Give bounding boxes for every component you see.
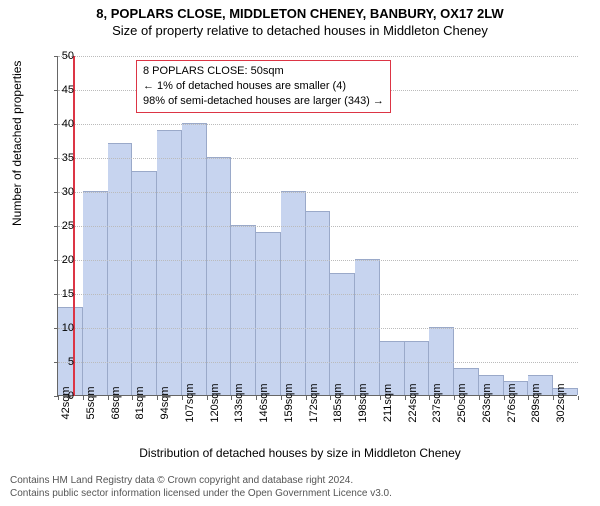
grid-line [58,362,578,363]
histogram-bar [108,143,133,395]
annotation-line1: 8 POPLARS CLOSE: 50sqm [143,64,384,79]
chart-area: 8 POPLARS CLOSE: 50sqm← 1% of detached h… [57,56,577,396]
plot-region: 8 POPLARS CLOSE: 50sqm← 1% of detached h… [57,56,577,396]
footer-line1: Contains HM Land Registry data © Crown c… [10,475,392,488]
xtick-mark [306,396,307,400]
xtick-mark [578,396,579,400]
histogram-bar [58,307,83,395]
xtick-mark [108,396,109,400]
xtick-label: 289sqm [530,383,542,422]
xtick-label: 81sqm [134,386,146,419]
histogram-bar [330,273,355,395]
xtick-mark [504,396,505,400]
xtick-label: 133sqm [233,383,245,422]
grid-line [58,124,578,125]
histogram-bar [306,211,331,395]
grid-line [58,260,578,261]
annotation-box: 8 POPLARS CLOSE: 50sqm← 1% of detached h… [136,60,391,113]
grid-line [58,192,578,193]
grid-line [58,294,578,295]
ytick-label: 15 [44,288,74,300]
grid-line [58,226,578,227]
xtick-label: 250sqm [456,383,468,422]
xtick-label: 198sqm [357,383,369,422]
xtick-mark [182,396,183,400]
histogram-bar [182,123,207,395]
xtick-label: 263sqm [481,383,493,422]
xtick-label: 276sqm [506,383,518,422]
ytick-label: 25 [44,220,74,232]
histogram-bar [281,191,306,395]
xtick-label: 94sqm [159,386,171,419]
xtick-label: 68sqm [110,386,122,419]
histogram-bar [355,259,380,395]
ytick-label: 30 [44,186,74,198]
xtick-mark [157,396,158,400]
annotation-line2: ← 1% of detached houses are smaller (4) [143,79,384,94]
chart-title-main: 8, POPLARS CLOSE, MIDDLETON CHENEY, BANB… [0,6,600,21]
annotation-line3: 98% of semi-detached houses are larger (… [143,94,384,109]
grid-line [58,158,578,159]
histogram-bar [83,191,108,395]
xtick-label: 55sqm [85,386,97,419]
histogram-bar [231,225,256,395]
ytick-label: 10 [44,322,74,334]
xtick-label: 107sqm [184,383,196,422]
xtick-mark [256,396,257,400]
grid-line [58,56,578,57]
xtick-mark [83,396,84,400]
xtick-label: 159sqm [283,383,295,422]
xtick-label: 146sqm [258,383,270,422]
ytick-label: 5 [44,356,74,368]
xtick-label: 42sqm [60,386,72,419]
ytick-label: 50 [44,50,74,62]
xtick-mark [281,396,282,400]
xtick-label: 302sqm [555,383,567,422]
grid-line [58,328,578,329]
xtick-label: 185sqm [332,383,344,422]
xtick-label: 172sqm [308,383,320,422]
histogram-bar [256,232,281,395]
xtick-mark [405,396,406,400]
ytick-label: 20 [44,254,74,266]
xtick-mark [355,396,356,400]
xtick-label: 224sqm [407,383,419,422]
xtick-mark [380,396,381,400]
xtick-label: 120sqm [209,383,221,422]
xtick-label: 237sqm [431,383,443,422]
ytick-label: 45 [44,84,74,96]
x-axis-label: Distribution of detached houses by size … [0,446,600,460]
ytick-label: 40 [44,118,74,130]
xtick-mark [207,396,208,400]
xtick-label: 211sqm [382,384,394,422]
chart-title-sub: Size of property relative to detached ho… [0,23,600,38]
histogram-bar [157,130,182,395]
y-axis-label: Number of detached properties [10,61,24,226]
footer-credits: Contains HM Land Registry data © Crown c… [10,475,392,500]
xtick-mark [479,396,480,400]
ytick-label: 35 [44,152,74,164]
footer-line2: Contains public sector information licen… [10,488,392,501]
